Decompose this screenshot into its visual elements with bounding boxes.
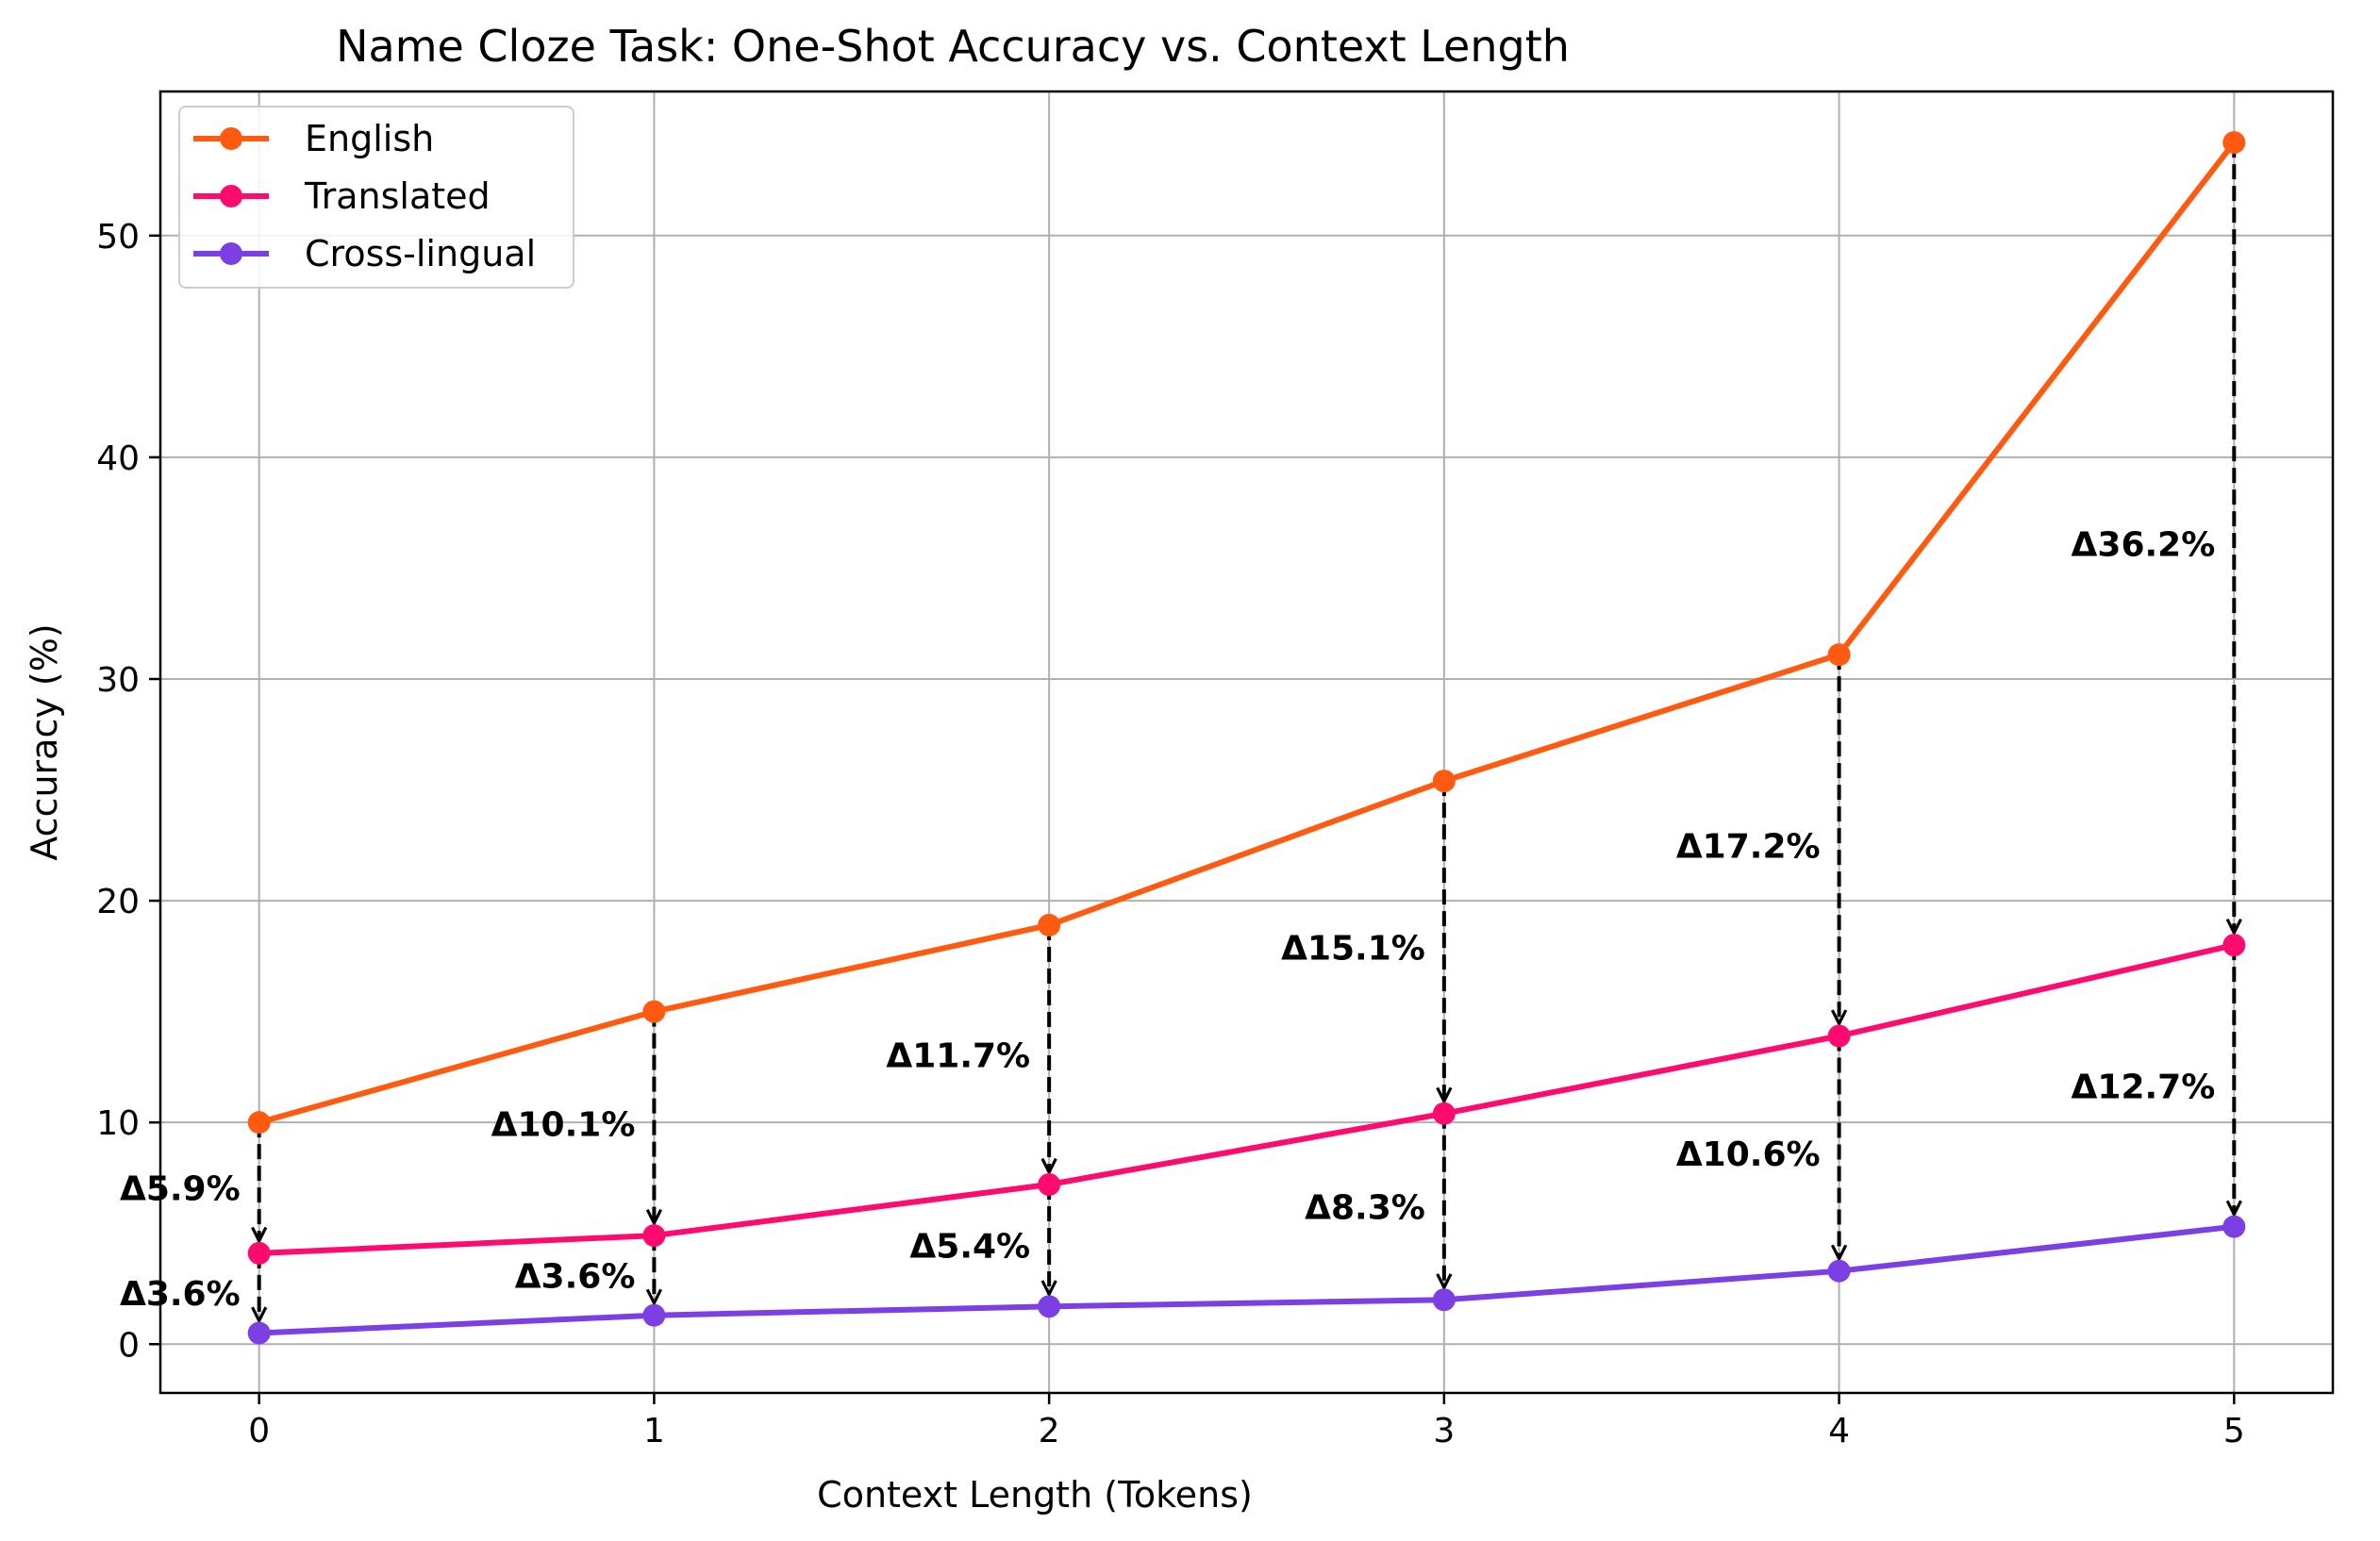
y-tick-label: 20 (96, 883, 140, 921)
series (247, 131, 2246, 1345)
data-point (1827, 1259, 1851, 1283)
delta-label: Δ3.6% (515, 1257, 636, 1296)
x-tick-label: 2 (1039, 1412, 1060, 1450)
data-point (1038, 1295, 1061, 1318)
legend: English Translated Cross-lingual (178, 106, 574, 289)
data-point (1827, 1024, 1851, 1048)
y-tick-label: 40 (96, 439, 140, 478)
delta-label: Δ10.1% (491, 1105, 636, 1144)
series-translated (247, 934, 2246, 1265)
series-line (258, 1223, 2235, 1336)
series-line (258, 942, 2235, 1256)
legend-label: Translated (304, 175, 491, 217)
data-point (642, 1224, 666, 1248)
x-tick-label: 5 (2223, 1412, 2245, 1450)
delta-label: Δ3.6% (120, 1275, 241, 1314)
data-point (1827, 643, 1851, 667)
series-line (258, 141, 2237, 1126)
delta-label: Δ36.2% (2072, 526, 2216, 565)
data-point (2222, 934, 2246, 957)
x-axis-label: Context Length (Tokens) (817, 1474, 1253, 1516)
delta-label: Δ12.7% (2072, 1068, 2216, 1106)
delta-label: Δ8.3% (1305, 1189, 1425, 1228)
delta-label: Δ15.1% (1281, 929, 1425, 968)
data-point (1432, 1102, 1456, 1125)
x-tick-label: 3 (1433, 1412, 1455, 1450)
data-point (247, 1241, 271, 1265)
series-english (247, 131, 2246, 1135)
delta-label: Δ5.9% (120, 1170, 241, 1209)
delta-labels: Δ5.9% Δ3.6% Δ10.1% Δ3.6% Δ11.7% Δ5.4% Δ15.1% Δ8… (120, 526, 2215, 1315)
x-tick-label: 0 (248, 1412, 270, 1450)
y-tick-label: 0 (118, 1326, 140, 1365)
data-point (2222, 1215, 2246, 1238)
data-point (1432, 770, 1456, 793)
x-tick-label: 4 (1828, 1412, 1850, 1450)
y-tick-label: 30 (96, 661, 140, 700)
legend-label: Cross-lingual (305, 233, 536, 274)
legend-box (178, 106, 574, 289)
plot-frame (158, 90, 2335, 1395)
delta-label: Δ5.4% (909, 1228, 1030, 1267)
y-axis-label: Accuracy (%) (24, 623, 65, 860)
data-point (1038, 913, 1061, 936)
data-point (247, 1321, 271, 1345)
legend-swatch-marker (220, 242, 242, 265)
data-point (1038, 1173, 1061, 1197)
delta-label: Δ10.6% (1676, 1135, 1821, 1174)
data-point (2222, 131, 2246, 155)
y-tick-label: 50 (96, 218, 140, 257)
x-tick-label: 1 (643, 1412, 665, 1450)
data-point (642, 1000, 666, 1023)
delta-label: Δ17.2% (1676, 827, 1821, 866)
legend-swatch-marker (220, 127, 242, 150)
legend-swatch-marker (220, 185, 242, 207)
legend-label: English (305, 118, 434, 159)
series-cross-lingual (247, 1215, 2246, 1345)
delta-label: Δ11.7% (886, 1036, 1030, 1075)
data-point (642, 1303, 666, 1327)
y-tick-label: 10 (96, 1104, 140, 1143)
data-point (247, 1111, 271, 1135)
chart-title: Name Cloze Task: One-Shot Accuracy vs. C… (336, 21, 1570, 72)
data-point (1432, 1288, 1456, 1312)
